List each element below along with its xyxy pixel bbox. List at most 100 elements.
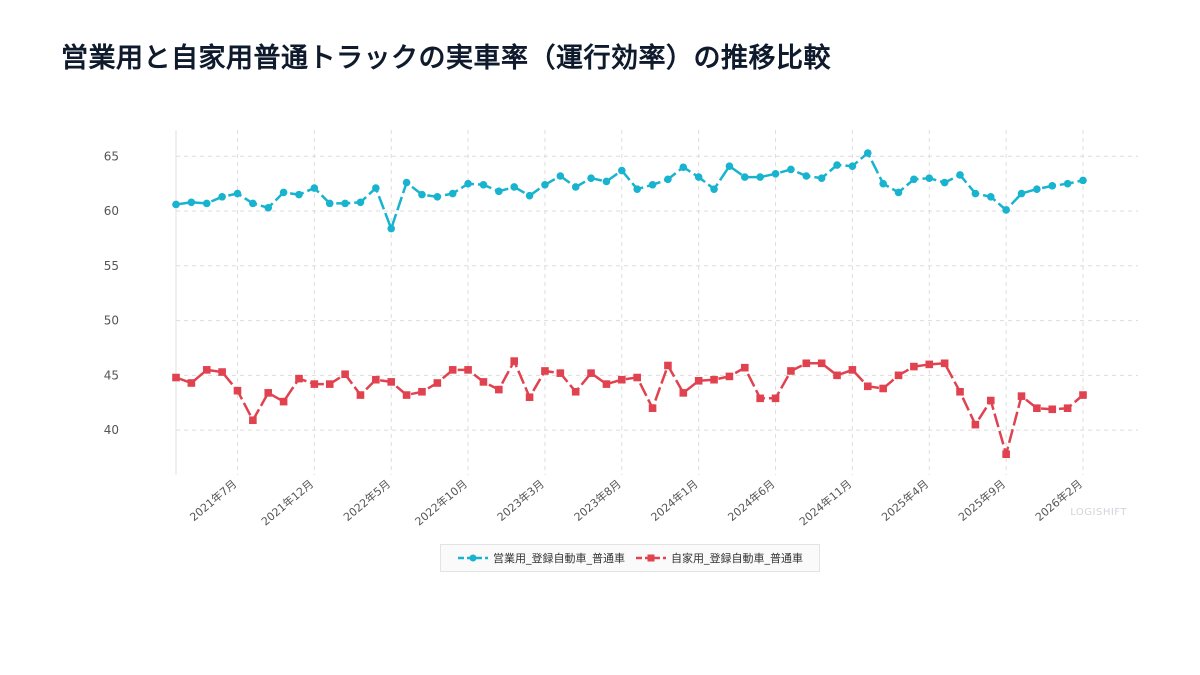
data-point[interactable] — [372, 375, 380, 384]
data-point[interactable] — [541, 367, 549, 375]
data-point[interactable] — [402, 178, 411, 187]
data-point[interactable] — [633, 373, 641, 382]
data-point[interactable] — [956, 387, 964, 396]
data-point[interactable] — [433, 193, 442, 201]
data-point[interactable] — [725, 372, 734, 381]
data-point[interactable] — [172, 200, 180, 209]
data-point[interactable] — [233, 386, 242, 395]
data-point[interactable] — [587, 369, 595, 377]
data-point[interactable] — [1079, 176, 1087, 185]
data-point[interactable] — [694, 173, 703, 181]
data-point[interactable] — [833, 161, 841, 169]
data-point[interactable] — [725, 162, 734, 170]
data-point[interactable] — [679, 163, 688, 172]
data-point[interactable] — [571, 183, 580, 191]
data-point[interactable] — [602, 380, 611, 388]
data-point[interactable] — [817, 359, 826, 368]
data-point[interactable] — [479, 180, 488, 189]
data-point[interactable] — [295, 374, 303, 383]
data-point[interactable] — [664, 361, 672, 370]
data-point[interactable] — [848, 366, 857, 374]
data-point[interactable] — [402, 391, 411, 399]
data-point[interactable] — [602, 177, 611, 186]
data-point[interactable] — [187, 379, 196, 387]
data-point[interactable] — [971, 420, 980, 429]
data-point[interactable] — [387, 378, 396, 386]
data-point[interactable] — [525, 191, 534, 200]
data-point[interactable] — [279, 397, 288, 406]
data-point[interactable] — [618, 375, 626, 384]
data-point[interactable] — [279, 188, 288, 197]
data-point[interactable] — [1063, 179, 1072, 188]
data-point[interactable] — [1048, 182, 1057, 190]
data-point[interactable] — [510, 183, 519, 191]
data-point[interactable] — [479, 378, 488, 386]
data-point[interactable] — [848, 162, 857, 170]
data-point[interactable] — [664, 175, 672, 184]
data-point[interactable] — [510, 357, 519, 365]
data-point[interactable] — [740, 363, 749, 372]
data-point[interactable] — [910, 362, 918, 371]
data-point[interactable] — [925, 360, 934, 369]
data-point[interactable] — [556, 369, 565, 377]
data-point[interactable] — [910, 175, 918, 184]
data-point[interactable] — [1079, 391, 1087, 399]
data-point[interactable] — [633, 185, 641, 193]
data-point[interactable] — [787, 367, 795, 375]
data-point[interactable] — [756, 394, 764, 403]
legend-item-commercial[interactable]: 営業用_登録自動車_普通車 — [457, 550, 625, 566]
data-point[interactable] — [833, 371, 841, 380]
data-point[interactable] — [1002, 206, 1010, 214]
data-point[interactable] — [525, 393, 534, 402]
data-point[interactable] — [1033, 404, 1041, 412]
data-point[interactable] — [495, 187, 503, 196]
data-point[interactable] — [1063, 404, 1072, 412]
data-point[interactable] — [940, 359, 949, 368]
data-point[interactable] — [771, 170, 780, 178]
data-point[interactable] — [249, 416, 257, 425]
data-point[interactable] — [310, 380, 319, 388]
data-point[interactable] — [894, 188, 903, 197]
data-point[interactable] — [495, 385, 503, 394]
data-point[interactable] — [356, 198, 365, 207]
data-point[interactable] — [295, 190, 303, 199]
data-point[interactable] — [940, 178, 949, 187]
data-point[interactable] — [802, 172, 811, 180]
data-point[interactable] — [310, 184, 319, 192]
data-point[interactable] — [710, 375, 718, 384]
data-point[interactable] — [817, 174, 826, 182]
data-point[interactable] — [648, 404, 657, 412]
data-point[interactable] — [249, 199, 257, 208]
data-point[interactable] — [187, 198, 196, 207]
data-point[interactable] — [387, 224, 396, 233]
data-point[interactable] — [325, 380, 334, 388]
data-point[interactable] — [233, 189, 242, 198]
data-point[interactable] — [956, 171, 964, 179]
data-point[interactable] — [648, 180, 657, 189]
data-point[interactable] — [679, 389, 688, 397]
data-point[interactable] — [879, 179, 887, 188]
data-point[interactable] — [264, 389, 273, 397]
data-point[interactable] — [418, 190, 426, 199]
data-point[interactable] — [694, 377, 703, 385]
data-point[interactable] — [418, 387, 426, 396]
data-point[interactable] — [356, 391, 365, 399]
data-point[interactable] — [802, 359, 811, 368]
data-point[interactable] — [218, 193, 226, 201]
data-point[interactable] — [1002, 450, 1010, 458]
data-point[interactable] — [971, 189, 980, 198]
data-point[interactable] — [556, 172, 565, 180]
data-point[interactable] — [1017, 189, 1026, 198]
data-point[interactable] — [771, 394, 780, 403]
data-point[interactable] — [787, 165, 795, 174]
data-point[interactable] — [202, 366, 211, 374]
data-point[interactable] — [879, 384, 887, 393]
data-point[interactable] — [986, 396, 995, 405]
data-point[interactable] — [372, 184, 380, 192]
data-point[interactable] — [325, 199, 334, 208]
data-point[interactable] — [925, 174, 934, 182]
data-point[interactable] — [863, 382, 872, 391]
data-point[interactable] — [218, 368, 226, 376]
data-point[interactable] — [541, 180, 549, 189]
data-point[interactable] — [863, 149, 872, 157]
